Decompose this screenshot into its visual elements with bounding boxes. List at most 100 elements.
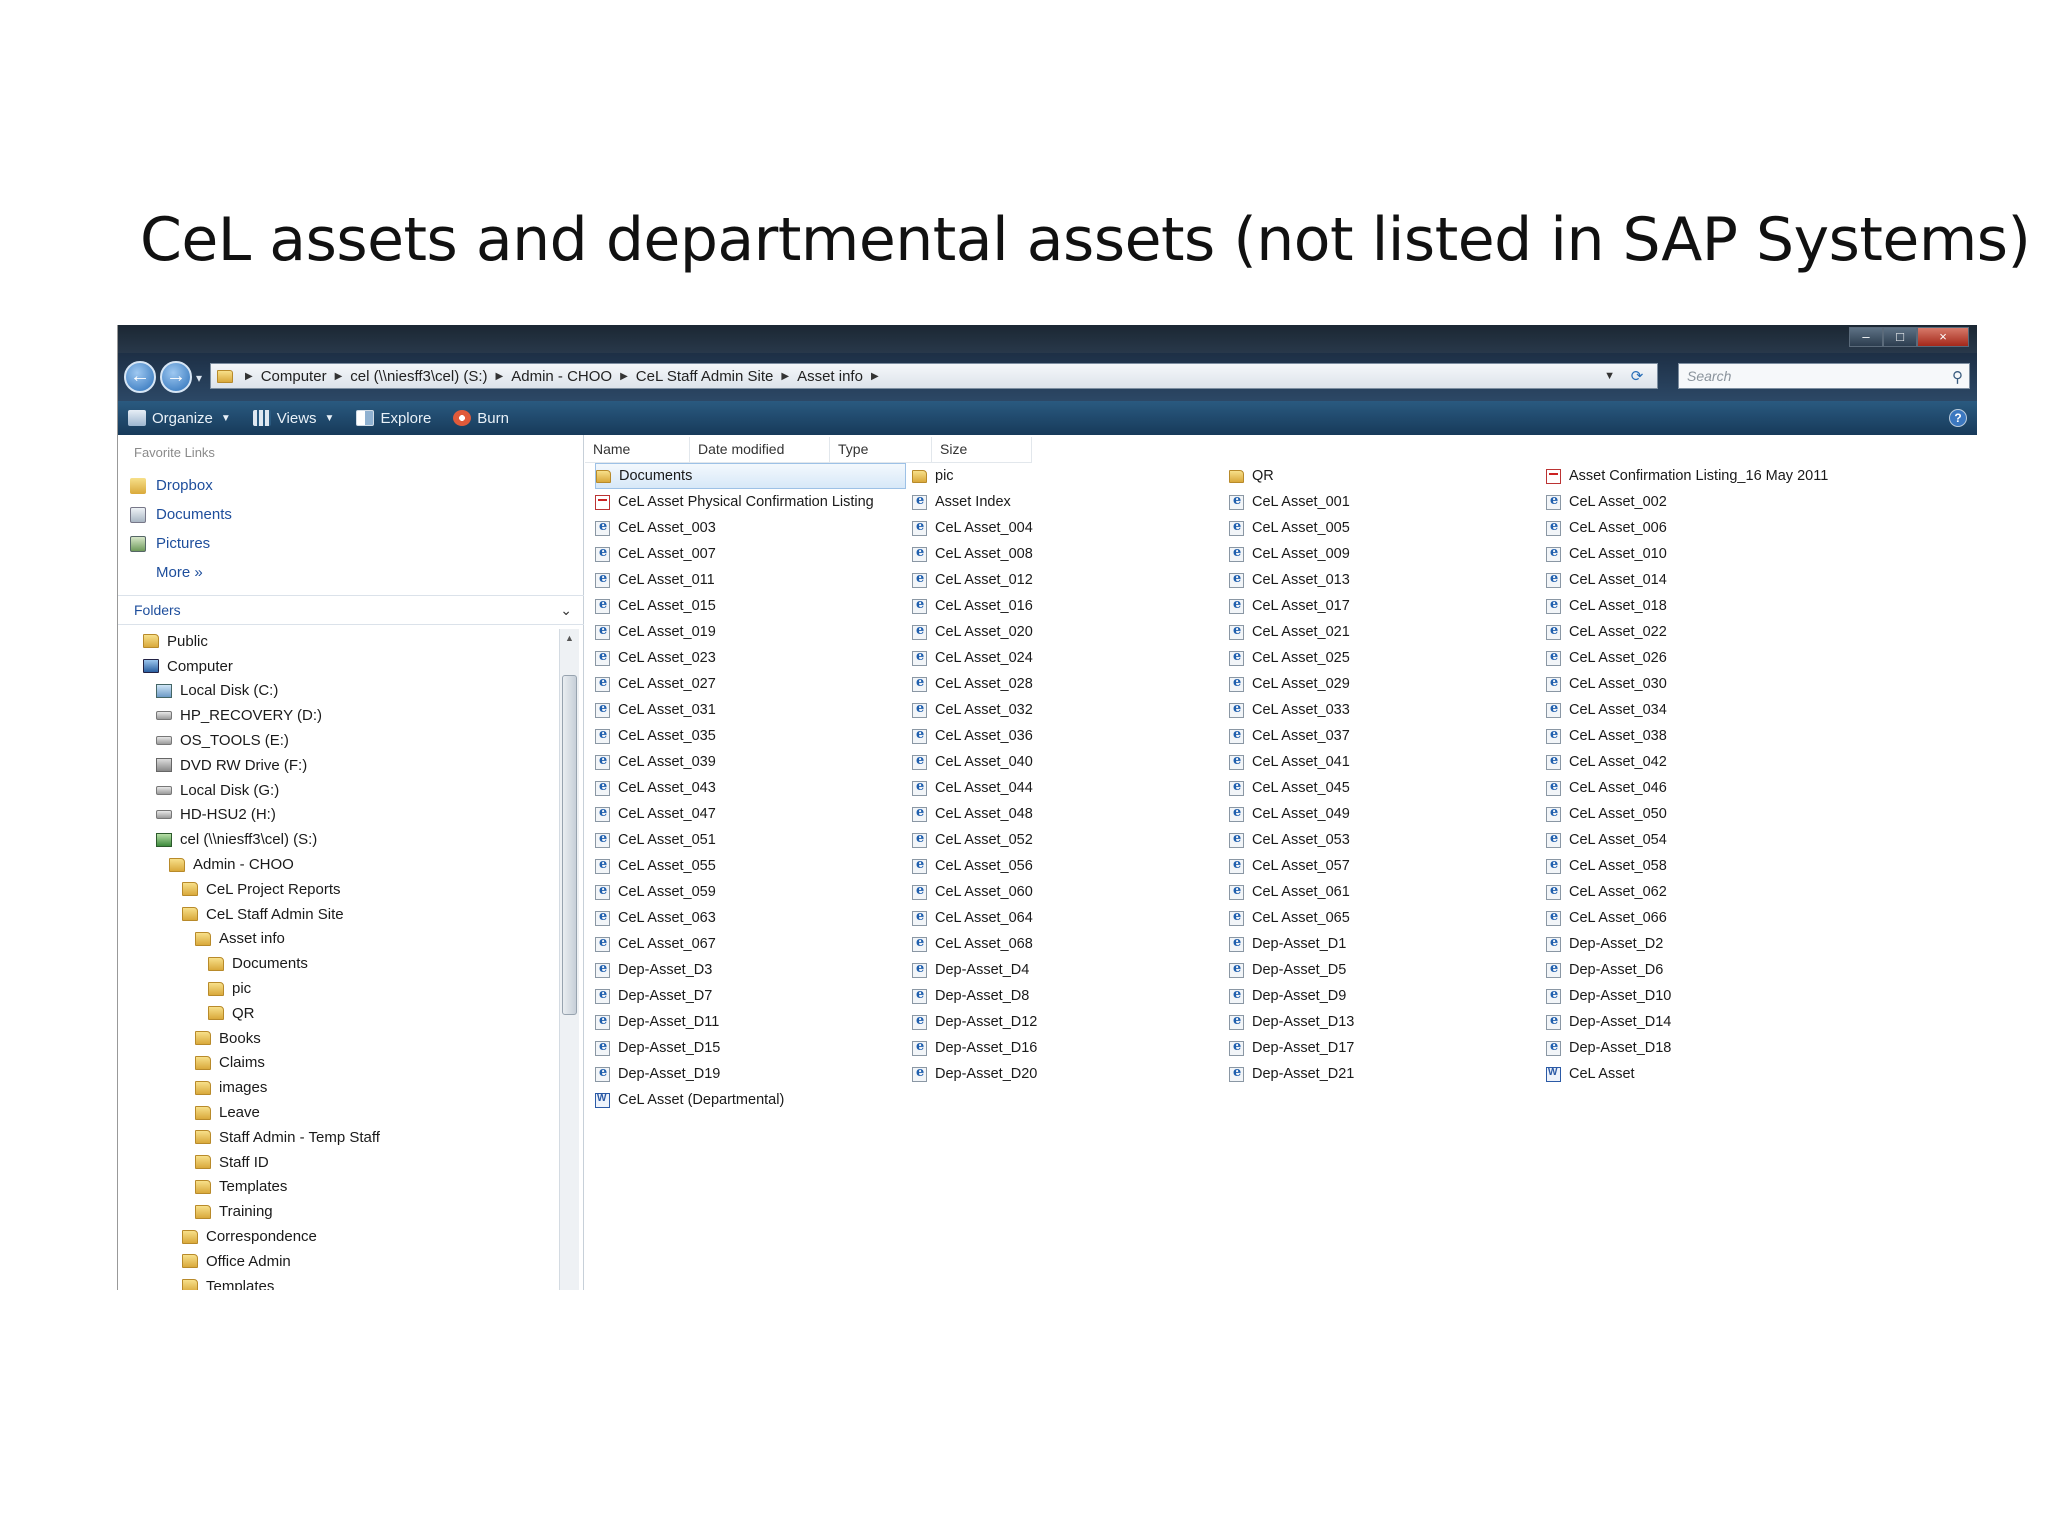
file-item[interactable]: CeL Asset_038: [1546, 723, 1863, 749]
file-item[interactable]: Dep-Asset_D6: [1546, 957, 1863, 983]
file-item[interactable]: Dep-Asset_D1: [1229, 931, 1546, 957]
tree-item[interactable]: HD-HSU2 (H:): [118, 803, 558, 828]
breadcrumb-computer[interactable]: Computer: [260, 367, 327, 385]
forward-button[interactable]: →: [160, 361, 192, 393]
file-item[interactable]: CeL Asset Physical Confirmation Listing: [595, 489, 912, 515]
folders-header[interactable]: Folders ⌄: [118, 595, 584, 625]
file-item[interactable]: CeL Asset_053: [1229, 827, 1546, 853]
file-item[interactable]: CeL Asset_003: [595, 515, 912, 541]
file-item[interactable]: CeL Asset_059: [595, 879, 912, 905]
file-item[interactable]: CeL Asset_014: [1546, 567, 1863, 593]
maximize-button[interactable]: □: [1883, 327, 1917, 347]
file-item[interactable]: CeL Asset_017: [1229, 593, 1546, 619]
tree-item[interactable]: Staff ID: [118, 1150, 558, 1175]
close-button[interactable]: ×: [1917, 327, 1969, 347]
file-item[interactable]: QR: [1229, 463, 1546, 489]
address-dropdown-icon[interactable]: ▼: [1604, 370, 1615, 382]
file-item[interactable]: CeL Asset_026: [1546, 645, 1863, 671]
chevron-right-icon[interactable]: ▶: [781, 370, 790, 382]
breadcrumb-admin-choo[interactable]: Admin - CHOO: [511, 367, 613, 385]
file-item[interactable]: CeL Asset_060: [912, 879, 1229, 905]
tree-item[interactable]: Staff Admin - Temp Staff: [118, 1125, 558, 1150]
file-item[interactable]: CeL Asset_010: [1546, 541, 1863, 567]
chevron-right-icon[interactable]: ▶: [334, 370, 343, 382]
file-item[interactable]: CeL Asset_065: [1229, 905, 1546, 931]
file-item[interactable]: CeL Asset_035: [595, 723, 912, 749]
file-item[interactable]: CeL Asset_006: [1546, 515, 1863, 541]
file-item[interactable]: Dep-Asset_D10: [1546, 983, 1863, 1009]
breadcrumb-cel-drive[interactable]: cel (\\niesff3\cel) (S:): [350, 367, 488, 385]
burn-button[interactable]: Burn: [453, 410, 509, 427]
file-item[interactable]: CeL Asset_044: [912, 775, 1229, 801]
file-item[interactable]: Dep-Asset_D20: [912, 1061, 1229, 1087]
tree-item[interactable]: DVD RW Drive (F:): [118, 753, 558, 778]
tree-item[interactable]: Templates: [118, 1175, 558, 1200]
file-item[interactable]: Dep-Asset_D9: [1229, 983, 1546, 1009]
file-item[interactable]: CeL Asset_008: [912, 541, 1229, 567]
file-item[interactable]: Dep-Asset_D7: [595, 983, 912, 1009]
file-item[interactable]: pic: [912, 463, 1229, 489]
file-item[interactable]: Dep-Asset_D17: [1229, 1035, 1546, 1061]
file-item[interactable]: CeL Asset_064: [912, 905, 1229, 931]
file-item[interactable]: CeL Asset_009: [1229, 541, 1546, 567]
tree-item[interactable]: Public: [118, 629, 558, 654]
file-item[interactable]: Dep-Asset_D12: [912, 1009, 1229, 1035]
file-item[interactable]: CeL Asset_011: [595, 567, 912, 593]
tree-item[interactable]: CeL Staff Admin Site: [118, 902, 558, 927]
tree-item[interactable]: Templates: [118, 1274, 558, 1290]
file-item[interactable]: CeL Asset_007: [595, 541, 912, 567]
tree-item[interactable]: Correspondence: [118, 1224, 558, 1249]
file-item[interactable]: CeL Asset_002: [1546, 489, 1863, 515]
help-icon[interactable]: ?: [1949, 409, 1967, 427]
file-item[interactable]: CeL Asset_040: [912, 749, 1229, 775]
file-item[interactable]: Dep-Asset_D8: [912, 983, 1229, 1009]
tree-item[interactable]: cel (\\niesff3\cel) (S:): [118, 827, 558, 852]
file-item[interactable]: CeL Asset_025: [1229, 645, 1546, 671]
file-item[interactable]: Asset Confirmation Listing_16 May 2011: [1546, 463, 1863, 489]
file-item[interactable]: CeL Asset_031: [595, 697, 912, 723]
tree-item[interactable]: Books: [118, 1026, 558, 1051]
file-item[interactable]: CeL Asset_019: [595, 619, 912, 645]
file-item[interactable]: CeL Asset_055: [595, 853, 912, 879]
file-item[interactable]: CeL Asset_054: [1546, 827, 1863, 853]
column-name[interactable]: Name: [585, 437, 690, 462]
file-item[interactable]: Dep-Asset_D15: [595, 1035, 912, 1061]
file-item[interactable]: CeL Asset_051: [595, 827, 912, 853]
tree-item[interactable]: Leave: [118, 1100, 558, 1125]
tree-item[interactable]: Office Admin: [118, 1249, 558, 1274]
chevron-right-icon[interactable]: ▶: [495, 370, 504, 382]
chevron-right-icon[interactable]: ▶: [870, 370, 879, 382]
scroll-up-icon[interactable]: ▲: [565, 633, 574, 643]
file-item[interactable]: CeL Asset_027: [595, 671, 912, 697]
breadcrumb-staff-admin-site[interactable]: CeL Staff Admin Site: [635, 367, 774, 385]
refresh-icon[interactable]: ⟳: [1630, 368, 1644, 385]
file-item[interactable]: Dep-Asset_D14: [1546, 1009, 1863, 1035]
file-item[interactable]: CeL Asset_037: [1229, 723, 1546, 749]
file-item[interactable]: Dep-Asset_D2: [1546, 931, 1863, 957]
tree-item[interactable]: Documents: [118, 951, 558, 976]
file-item[interactable]: CeL Asset_024: [912, 645, 1229, 671]
file-item[interactable]: CeL Asset_046: [1546, 775, 1863, 801]
tree-item[interactable]: Local Disk (G:): [118, 778, 558, 803]
column-size[interactable]: Size: [932, 437, 1032, 462]
file-item[interactable]: Asset Index: [912, 489, 1229, 515]
search-input[interactable]: Search ⚲: [1678, 363, 1970, 389]
file-item[interactable]: CeL Asset_012: [912, 567, 1229, 593]
file-item[interactable]: CeL Asset_062: [1546, 879, 1863, 905]
tree-item[interactable]: pic: [118, 976, 558, 1001]
file-item[interactable]: CeL Asset_016: [912, 593, 1229, 619]
tree-item[interactable]: Asset info: [118, 927, 558, 952]
tree-item[interactable]: QR: [118, 1001, 558, 1026]
file-item[interactable]: CeL Asset_063: [595, 905, 912, 931]
file-item[interactable]: CeL Asset_067: [595, 931, 912, 957]
file-item[interactable]: Dep-Asset_D13: [1229, 1009, 1546, 1035]
tree-item[interactable]: Local Disk (C:): [118, 679, 558, 704]
file-item[interactable]: CeL Asset_021: [1229, 619, 1546, 645]
file-item[interactable]: CeL Asset_015: [595, 593, 912, 619]
file-item[interactable]: Dep-Asset_D21: [1229, 1061, 1546, 1087]
chevron-down-icon[interactable]: ⌄: [560, 602, 572, 618]
file-item[interactable]: CeL Asset_057: [1229, 853, 1546, 879]
file-item[interactable]: CeL Asset_018: [1546, 593, 1863, 619]
file-item[interactable]: CeL Asset_028: [912, 671, 1229, 697]
file-item[interactable]: Dep-Asset_D16: [912, 1035, 1229, 1061]
